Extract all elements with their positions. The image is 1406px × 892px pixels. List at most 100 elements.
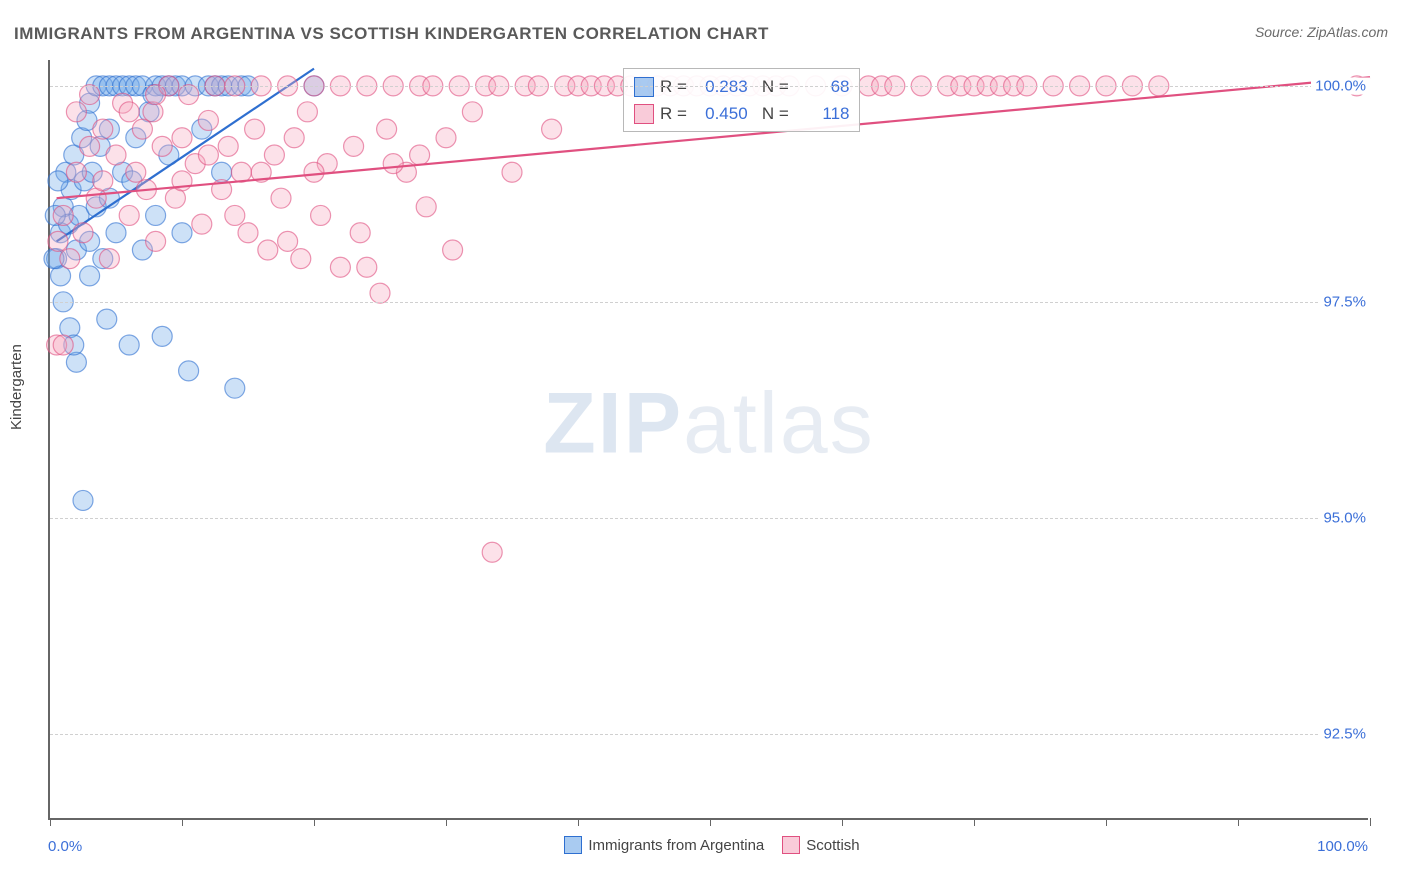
x-tick	[974, 818, 975, 826]
scatter-point-scottish	[146, 231, 166, 251]
scatter-point-scottish	[410, 145, 430, 165]
stats-n-label: N =	[762, 104, 794, 123]
stats-swatch-scottish	[634, 104, 654, 124]
scatter-point-scottish	[93, 119, 113, 139]
scatter-point-scottish	[462, 102, 482, 122]
scatter-point-scottish	[60, 249, 80, 269]
scatter-point-scottish	[297, 102, 317, 122]
plot-svg	[50, 60, 1368, 818]
x-tick	[842, 818, 843, 826]
source-label: Source:	[1255, 24, 1303, 40]
gridline	[50, 734, 1368, 735]
scatter-point-scottish	[502, 162, 522, 182]
y-tick-label: 92.5%	[1319, 725, 1370, 742]
stats-swatch-argentina	[634, 77, 654, 97]
scatter-point-scottish	[73, 223, 93, 243]
x-tick	[578, 818, 579, 826]
stats-row-scottish: R = 0.450 N = 118	[634, 100, 849, 127]
scatter-point-scottish	[53, 335, 73, 355]
scatter-point-scottish	[198, 110, 218, 130]
scatter-point-scottish	[93, 171, 113, 191]
scatter-point-scottish	[416, 197, 436, 217]
legend-label-argentina: Immigrants from Argentina	[588, 837, 764, 854]
scatter-point-scottish	[119, 102, 139, 122]
scatter-point-scottish	[198, 145, 218, 165]
scatter-point-scottish	[53, 205, 73, 225]
y-tick-label: 97.5%	[1319, 293, 1370, 310]
y-axis-title: Kindergarten	[8, 344, 25, 430]
y-tick-label: 95.0%	[1319, 509, 1370, 526]
scatter-point-scottish	[106, 145, 126, 165]
scatter-point-scottish	[482, 542, 502, 562]
scatter-point-scottish	[66, 102, 86, 122]
gridline	[50, 302, 1368, 303]
gridline	[50, 518, 1368, 519]
scatter-point-argentina	[48, 171, 68, 191]
stats-box: R = 0.283 N = 68R = 0.450 N = 118	[623, 68, 860, 132]
x-tick	[314, 818, 315, 826]
scatter-point-scottish	[258, 240, 278, 260]
x-tick	[50, 818, 51, 826]
scatter-point-argentina	[80, 266, 100, 286]
scatter-point-argentina	[106, 223, 126, 243]
gridline	[50, 86, 1368, 87]
chart-title: IMMIGRANTS FROM ARGENTINA VS SCOTTISH KI…	[14, 24, 769, 44]
scatter-point-argentina	[73, 490, 93, 510]
scatter-point-scottish	[436, 128, 456, 148]
scatter-point-scottish	[443, 240, 463, 260]
scatter-point-scottish	[311, 205, 331, 225]
scatter-point-scottish	[264, 145, 284, 165]
scatter-point-scottish	[330, 257, 350, 277]
stats-n-value: 118	[793, 100, 849, 127]
scatter-point-scottish	[66, 162, 86, 182]
x-tick	[182, 818, 183, 826]
legend-swatch-argentina	[564, 836, 582, 854]
scatter-point-scottish	[132, 119, 152, 139]
scatter-point-argentina	[146, 205, 166, 225]
scatter-point-argentina	[172, 223, 192, 243]
scatter-point-scottish	[172, 128, 192, 148]
scatter-point-scottish	[119, 205, 139, 225]
scatter-point-scottish	[192, 214, 212, 234]
scatter-point-scottish	[377, 119, 397, 139]
x-tick	[710, 818, 711, 826]
x-tick	[1238, 818, 1239, 826]
scatter-point-scottish	[238, 223, 258, 243]
scatter-point-scottish	[146, 85, 166, 105]
scatter-point-scottish	[350, 223, 370, 243]
stats-r-label: R =	[660, 104, 692, 123]
scatter-point-scottish	[48, 231, 68, 251]
source-value: ZipAtlas.com	[1307, 24, 1388, 40]
scatter-point-scottish	[225, 205, 245, 225]
legend-swatch-scottish	[782, 836, 800, 854]
scatter-point-scottish	[126, 162, 146, 182]
source-attribution: Source: ZipAtlas.com	[1255, 24, 1388, 40]
scatter-point-argentina	[97, 309, 117, 329]
scatter-point-argentina	[66, 352, 86, 372]
scatter-point-scottish	[304, 162, 324, 182]
legend-label-scottish: Scottish	[806, 837, 859, 854]
scatter-point-scottish	[218, 136, 238, 156]
scatter-point-scottish	[291, 249, 311, 269]
scatter-point-scottish	[152, 136, 172, 156]
scatter-point-scottish	[357, 257, 377, 277]
scatter-point-scottish	[344, 136, 364, 156]
scatter-point-argentina	[119, 335, 139, 355]
scatter-point-scottish	[80, 136, 100, 156]
stats-r-value: 0.450	[692, 100, 748, 127]
scatter-point-scottish	[179, 85, 199, 105]
legend: Immigrants from Argentina Scottish	[0, 836, 1406, 854]
scatter-point-argentina	[179, 361, 199, 381]
scatter-point-argentina	[152, 326, 172, 346]
scatter-point-scottish	[80, 85, 100, 105]
scatter-point-scottish	[542, 119, 562, 139]
x-tick	[446, 818, 447, 826]
scatter-point-scottish	[143, 102, 163, 122]
scatter-point-scottish	[383, 154, 403, 174]
scatter-point-scottish	[245, 119, 265, 139]
y-tick-label: 100.0%	[1311, 77, 1370, 94]
scatter-point-scottish	[370, 283, 390, 303]
scatter-point-scottish	[284, 128, 304, 148]
plot-area: ZIPatlas R = 0.283 N = 68R = 0.450 N = 1…	[48, 60, 1368, 820]
x-tick	[1106, 818, 1107, 826]
